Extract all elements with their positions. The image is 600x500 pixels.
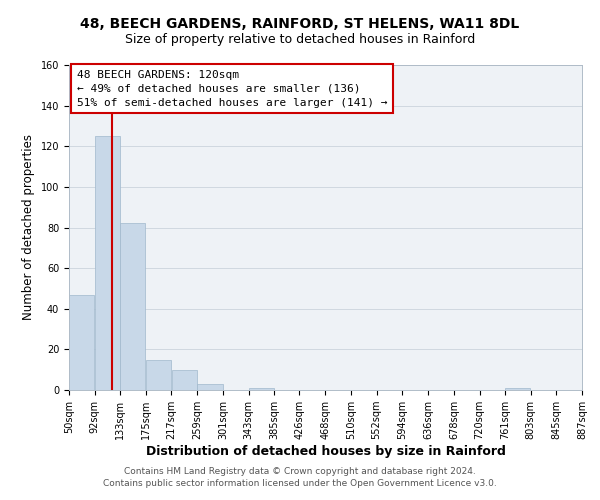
- Y-axis label: Number of detached properties: Number of detached properties: [22, 134, 35, 320]
- X-axis label: Distribution of detached houses by size in Rainford: Distribution of detached houses by size …: [146, 445, 505, 458]
- Bar: [172, 370, 197, 390]
- Text: Contains HM Land Registry data © Crown copyright and database right 2024.: Contains HM Land Registry data © Crown c…: [124, 467, 476, 476]
- Text: Contains public sector information licensed under the Open Government Licence v3: Contains public sector information licen…: [103, 478, 497, 488]
- Bar: [95, 136, 119, 390]
- Bar: [120, 224, 145, 390]
- Text: 48 BEECH GARDENS: 120sqm
← 49% of detached houses are smaller (136)
51% of semi-: 48 BEECH GARDENS: 120sqm ← 49% of detach…: [77, 70, 387, 108]
- Bar: [505, 388, 530, 390]
- Bar: [69, 294, 94, 390]
- Text: Size of property relative to detached houses in Rainford: Size of property relative to detached ho…: [125, 32, 475, 46]
- Bar: [249, 388, 274, 390]
- Bar: [197, 384, 223, 390]
- Text: 48, BEECH GARDENS, RAINFORD, ST HELENS, WA11 8DL: 48, BEECH GARDENS, RAINFORD, ST HELENS, …: [80, 18, 520, 32]
- Bar: [146, 360, 171, 390]
